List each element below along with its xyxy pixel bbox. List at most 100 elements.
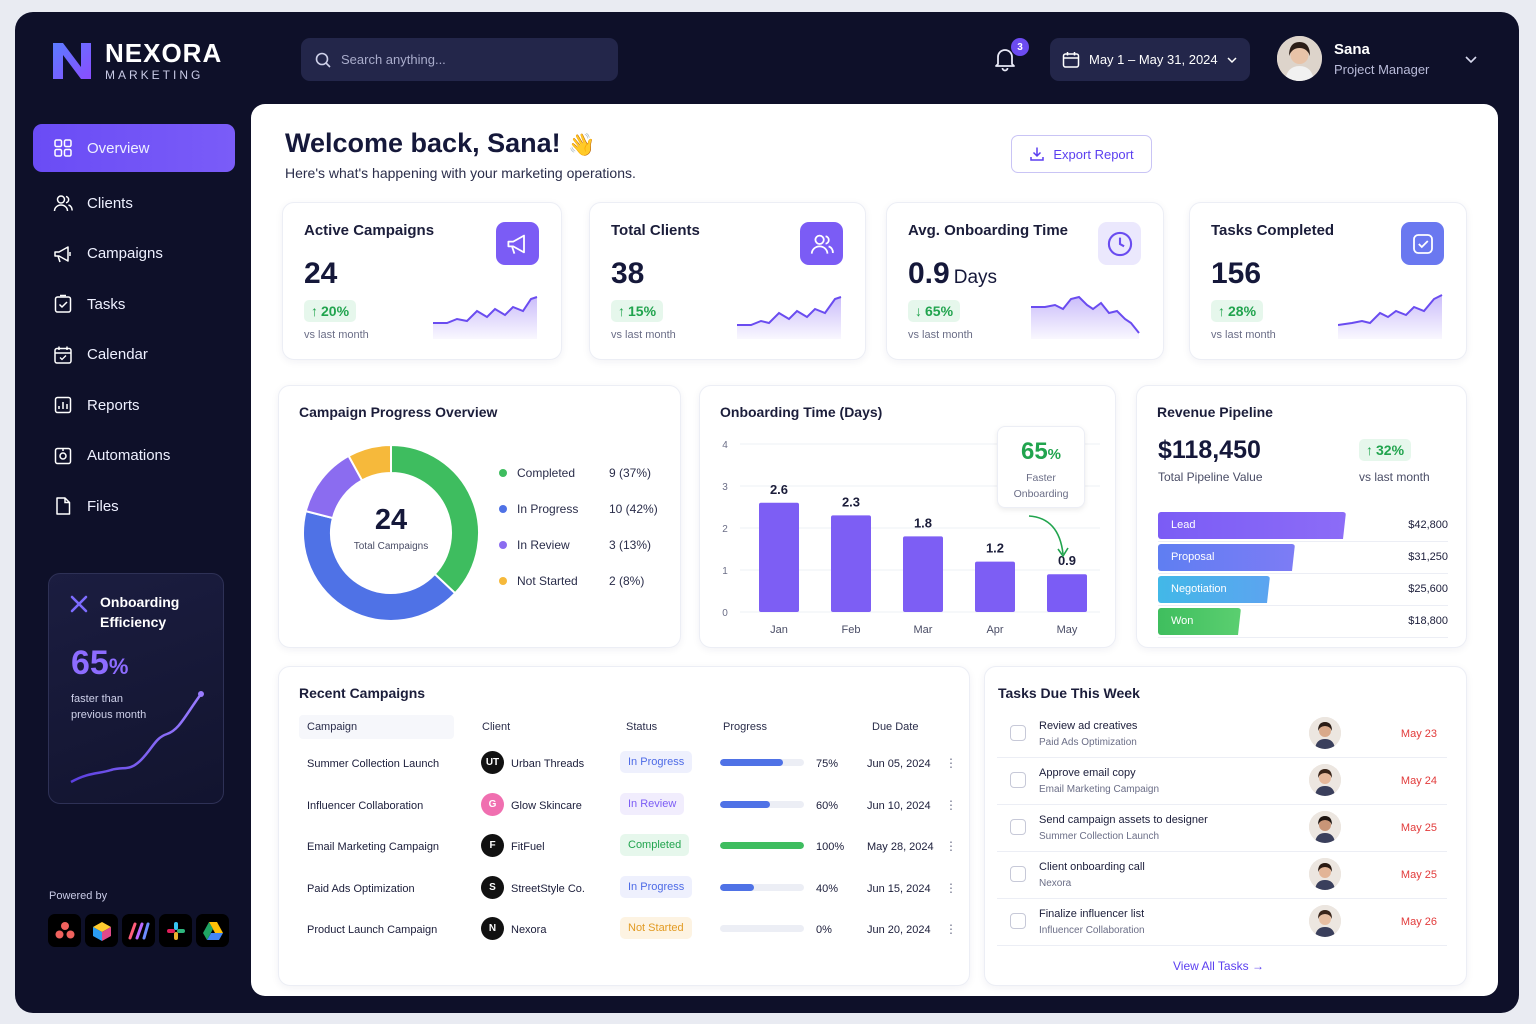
kpi-card-active-campaigns[interactable]: Active Campaigns 24 ↑ 20% vs last month bbox=[282, 202, 562, 360]
export-report-button[interactable]: Export Report bbox=[1011, 135, 1152, 173]
chevron-down-icon[interactable] bbox=[1464, 52, 1478, 66]
legend-value: 10 (42%) bbox=[609, 502, 658, 516]
download-icon bbox=[1030, 147, 1045, 161]
bar-value-label: 1.2 bbox=[986, 541, 1004, 556]
brand-logo[interactable]: NEXORA MARKETING bbox=[51, 40, 222, 82]
kpi-card-onboarding-time[interactable]: Avg. Onboarding Time 0.9 Days ↓ 65% vs las… bbox=[886, 202, 1164, 360]
search-input[interactable] bbox=[341, 52, 581, 67]
pipeline-stage-lead[interactable]: Lead $42,800 bbox=[1158, 510, 1448, 542]
campaign-name: Email Marketing Campaign bbox=[307, 841, 440, 853]
donut-slice-in-progress[interactable] bbox=[302, 509, 457, 622]
notifications-button[interactable]: 3 bbox=[993, 38, 1029, 74]
legend-item-in-review: In Review 3 (13%) bbox=[499, 538, 659, 552]
legend-label: Not Started bbox=[517, 574, 578, 588]
page-title: Welcome back, Sana! 👋 bbox=[285, 128, 596, 159]
table-row[interactable]: Email Marketing Campaign F FitFuel Compl… bbox=[299, 828, 957, 869]
task-checkbox[interactable] bbox=[1010, 725, 1026, 741]
bar-mar[interactable] bbox=[903, 536, 943, 612]
legend-item-in-progress: In Progress 10 (42%) bbox=[499, 502, 659, 516]
bars-icon[interactable] bbox=[122, 914, 155, 947]
search-bar[interactable] bbox=[301, 38, 618, 81]
status-badge: In Review bbox=[620, 792, 685, 815]
pipeline-total: $118,450 bbox=[1158, 436, 1261, 464]
column-header-progress[interactable]: Progress bbox=[723, 721, 768, 733]
arrow-up-icon: ↑ bbox=[311, 303, 318, 319]
stage-value: $25,600 bbox=[1408, 583, 1448, 595]
more-options-icon[interactable]: ⋮ bbox=[945, 756, 957, 770]
section-title: Tasks Due This Week bbox=[998, 685, 1140, 701]
kpi-title: Total Clients bbox=[611, 222, 700, 239]
more-options-icon[interactable]: ⋮ bbox=[945, 839, 957, 853]
export-label: Export Report bbox=[1053, 146, 1134, 162]
status-badge: Completed bbox=[620, 834, 690, 856]
bar-value-label: 0.9 bbox=[1058, 553, 1076, 568]
legend-value: 9 (37%) bbox=[609, 466, 652, 480]
task-item[interactable]: Review ad creatives Paid Ads Optimizatio… bbox=[997, 711, 1447, 758]
integration-logos bbox=[48, 914, 229, 947]
sidebar-item-calendar[interactable]: Calendar bbox=[33, 331, 235, 379]
kpi-title: Avg. Onboarding Time bbox=[908, 222, 1069, 239]
sidebar-item-clients[interactable]: Clients bbox=[33, 179, 235, 227]
table-row[interactable]: Influencer Collaboration G Glow Skincare… bbox=[299, 787, 957, 828]
column-header-client[interactable]: Client bbox=[482, 721, 511, 733]
sidebar-item-automations[interactable]: Automations bbox=[33, 432, 235, 480]
column-header-status[interactable]: Status bbox=[626, 721, 658, 733]
user-menu[interactable]: Sana Project Manager bbox=[1277, 36, 1429, 81]
cube-icon[interactable] bbox=[85, 914, 118, 947]
pipeline-stage-negotiation[interactable]: Negotiation $25,600 bbox=[1158, 574, 1448, 606]
arrow-up-icon: ↑ bbox=[1218, 303, 1225, 319]
stage-value: $18,800 bbox=[1408, 615, 1448, 627]
bar-may[interactable] bbox=[1047, 574, 1087, 612]
donut-slice-not-started[interactable] bbox=[347, 443, 392, 482]
bar-feb[interactable] bbox=[831, 515, 871, 612]
task-campaign: Nexora bbox=[1039, 878, 1072, 889]
due-date: Jun 05, 2024 bbox=[867, 758, 931, 770]
due-date: Jun 20, 2024 bbox=[867, 924, 931, 936]
task-checkbox[interactable] bbox=[1010, 819, 1026, 835]
asana-icon[interactable] bbox=[48, 914, 81, 947]
sidebar-item-label: Reports bbox=[87, 396, 140, 414]
more-options-icon[interactable]: ⋮ bbox=[945, 797, 957, 812]
kpi-card-tasks-completed[interactable]: Tasks Completed 156 ↑ 28% vs last month bbox=[1189, 202, 1467, 360]
date-range-picker[interactable]: May 1 – May 31, 2024 bbox=[1050, 38, 1250, 81]
bar-apr[interactable] bbox=[975, 561, 1015, 612]
bar-jan[interactable] bbox=[759, 502, 799, 612]
sidebar-item-files[interactable]: Files bbox=[33, 482, 235, 530]
slack-icon[interactable] bbox=[159, 914, 192, 947]
column-header-campaign[interactable]: Campaign bbox=[307, 721, 358, 733]
sidebar-item-campaigns[interactable]: Campaigns bbox=[33, 230, 235, 278]
callout-unit: % bbox=[1047, 446, 1062, 463]
more-options-icon[interactable]: ⋮ bbox=[945, 880, 957, 895]
task-checkbox[interactable] bbox=[1010, 866, 1026, 882]
task-checkbox[interactable] bbox=[1010, 913, 1026, 929]
task-item[interactable]: Send campaign assets to designer Summer … bbox=[997, 805, 1447, 852]
avatar bbox=[1309, 858, 1341, 890]
task-checkbox[interactable] bbox=[1010, 772, 1026, 788]
kpi-card-total-clients[interactable]: Total Clients 38 ↑ 15% vs last month bbox=[589, 202, 866, 360]
sidebar-item-reports[interactable]: Reports bbox=[33, 381, 235, 429]
more-options-icon[interactable]: ⋮ bbox=[945, 922, 957, 936]
kpi-change-value: 15% bbox=[628, 303, 657, 319]
view-all-tasks-link[interactable]: View All Tasks → bbox=[1173, 959, 1264, 973]
sidebar-item-tasks[interactable]: Tasks bbox=[33, 280, 235, 328]
task-item[interactable]: Approve email copy Email Marketing Campa… bbox=[997, 758, 1447, 805]
table-row[interactable]: Paid Ads Optimization S StreetStyle Co. … bbox=[299, 870, 957, 911]
pipeline-stage-proposal[interactable]: Proposal $31,250 bbox=[1158, 542, 1448, 574]
kpi-change: ↑ 28% bbox=[1211, 300, 1264, 322]
table-row[interactable]: Summer Collection Launch UT Urban Thread… bbox=[299, 745, 957, 786]
drive-icon[interactable] bbox=[196, 914, 229, 947]
bell-icon bbox=[995, 49, 1015, 72]
status-badge: Not Started bbox=[620, 917, 692, 939]
task-item[interactable]: Finalize influencer list Influencer Coll… bbox=[997, 899, 1447, 946]
sidebar-item-overview[interactable]: Overview bbox=[33, 124, 235, 172]
donut-slice-completed[interactable] bbox=[390, 443, 480, 595]
kpi-sparkline bbox=[1031, 295, 1140, 339]
column-header-due-date[interactable]: Due Date bbox=[872, 721, 919, 733]
pipeline-stage-won[interactable]: Won $18,800 bbox=[1158, 606, 1448, 638]
kpi-vs: vs last month bbox=[611, 329, 676, 341]
calendar-icon bbox=[1062, 51, 1080, 68]
kpi-value-number: 0.9 bbox=[908, 257, 950, 290]
efficiency-sub: faster than previous month bbox=[71, 693, 147, 721]
table-row[interactable]: Product Launch Campaign N Nexora Not Sta… bbox=[299, 911, 957, 952]
task-item[interactable]: Client onboarding call Nexora May 25 bbox=[997, 852, 1447, 899]
